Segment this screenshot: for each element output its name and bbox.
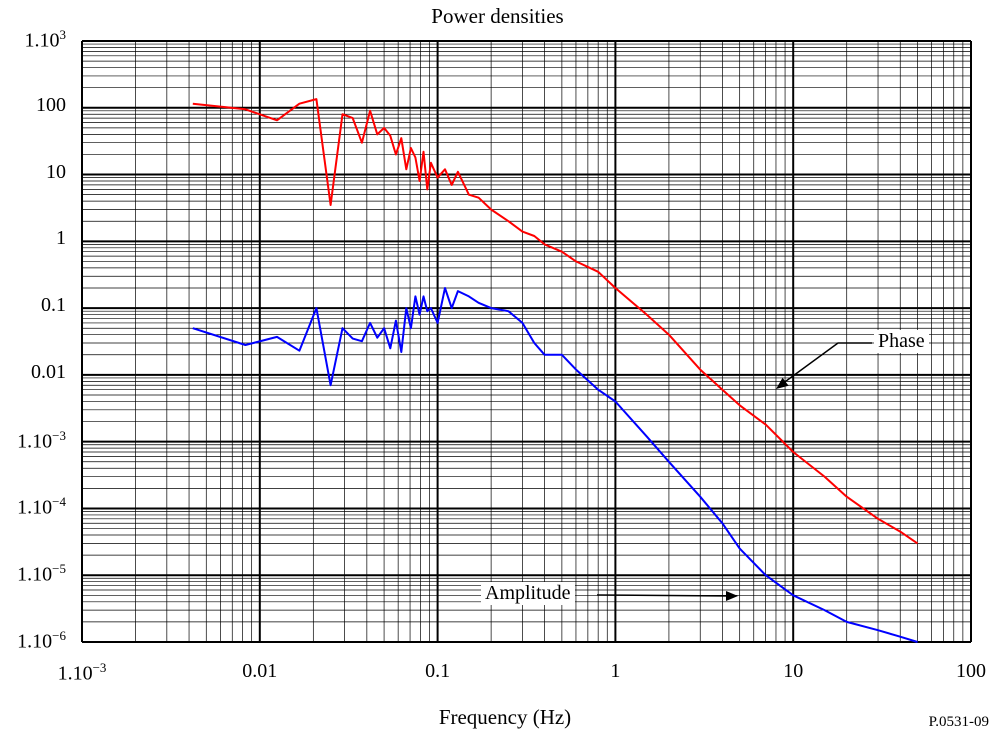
y-tick-label: 1.10−4: [17, 494, 66, 520]
phase-arrow: [781, 342, 872, 385]
phase-arrow-head: [776, 377, 789, 389]
x-tick-label: 0.01: [242, 660, 278, 682]
y-tick-label: 100: [36, 93, 66, 116]
amplitude-label: Amplitude: [481, 582, 575, 605]
y-tick-label: 0.01: [31, 360, 66, 383]
y-tick-label: 0.1: [41, 294, 66, 317]
y-tick-label: 1.103: [24, 27, 67, 52]
annotation-arrows: [596, 342, 872, 601]
plot-area: [192, 98, 919, 643]
y-tick-label: 1: [56, 227, 66, 250]
x-tick-label: 0.1: [425, 660, 451, 682]
y-tick-label: 1.10−3: [17, 427, 66, 453]
amplitude-arrow: [596, 594, 734, 597]
phase-label: Phase: [874, 330, 929, 353]
grid: [81, 40, 972, 643]
y-tick-label: 1.10−6: [17, 628, 66, 653]
figure-id: P.0531-09: [928, 714, 989, 730]
y-tick-label: 10: [46, 160, 66, 183]
y-tick-label: 1.10−5: [17, 561, 66, 586]
amplitude-arrow-head: [726, 591, 738, 601]
x-axis-label: Frequency (Hz): [438, 705, 572, 729]
chart-title: Power densities: [431, 4, 564, 28]
x-tick-label: 1: [610, 660, 621, 682]
x-tick-label: 10: [783, 660, 804, 682]
series-line-amplitude: [192, 287, 918, 643]
series-line-phase: [192, 98, 919, 545]
x-tick-label: 1.10−3: [57, 660, 107, 685]
x-tick-label: 100: [956, 660, 986, 682]
